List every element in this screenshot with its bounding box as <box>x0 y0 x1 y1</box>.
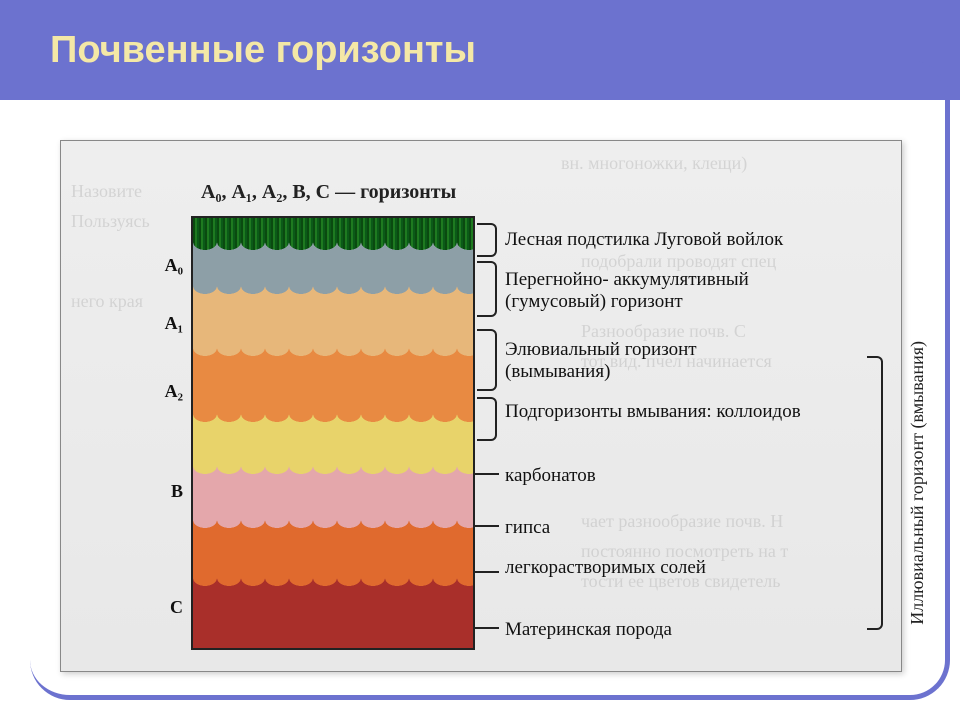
brace <box>477 223 497 257</box>
soil-layer-C <box>193 586 473 648</box>
slide: Почвенные горизонты вн. многоножки, клещ… <box>0 0 960 720</box>
brace <box>477 397 497 441</box>
ghost-text: вн. многоножки, клещи) <box>561 153 747 174</box>
brace <box>477 329 497 391</box>
ghost-text: Пользуясь <box>71 211 150 232</box>
horizon-label: Элювиальный горизонт (вымывания) <box>505 339 805 383</box>
soil-layer-A2 <box>193 356 473 422</box>
left-axis-label: А₁ <box>147 313 183 334</box>
horizon-label: Материнская порода <box>505 619 672 641</box>
soil-profile <box>191 216 475 650</box>
horizon-label: Подгоризонты вмывания: коллоидов <box>505 401 801 423</box>
figure: вн. многоножки, клещи) Пользуясь Назовит… <box>61 141 901 671</box>
left-axis-label: А₀ <box>147 255 183 276</box>
tick <box>473 571 499 573</box>
illuvial-bracket-label: Иллювиальный горизонт (вмывания) <box>907 341 928 625</box>
ghost-text: Назовите <box>71 181 142 202</box>
slide-title: Почвенные горизонты <box>50 29 476 72</box>
tick <box>473 525 499 527</box>
horizon-label: Перегнойно- аккумулятивный (гумусовый) г… <box>505 269 805 313</box>
soil-layer-A1 <box>193 294 473 356</box>
tick <box>473 473 499 475</box>
left-axis-label: В <box>147 481 183 502</box>
horizon-label: карбонатов <box>505 465 596 487</box>
left-axis-label: С <box>147 597 183 618</box>
horizon-label: легкорастворимых солей <box>505 557 706 579</box>
legend: А₀, А₁, А₂, В, С — горизонты <box>201 181 456 204</box>
ghost-text: него края <box>71 291 143 312</box>
title-bar: Почвенные горизонты <box>0 0 960 100</box>
ghost-text: чает разнообразие почв. Н <box>581 511 783 532</box>
illuvial-bracket <box>867 356 883 630</box>
figure-container: вн. многоножки, клещи) Пользуясь Назовит… <box>60 140 902 672</box>
tick <box>473 627 499 629</box>
left-axis-label: А₂ <box>147 381 183 402</box>
horizon-label: гипса <box>505 517 550 539</box>
brace <box>477 261 497 317</box>
horizon-label: Лесная подстилка Луговой войлок <box>505 229 783 251</box>
